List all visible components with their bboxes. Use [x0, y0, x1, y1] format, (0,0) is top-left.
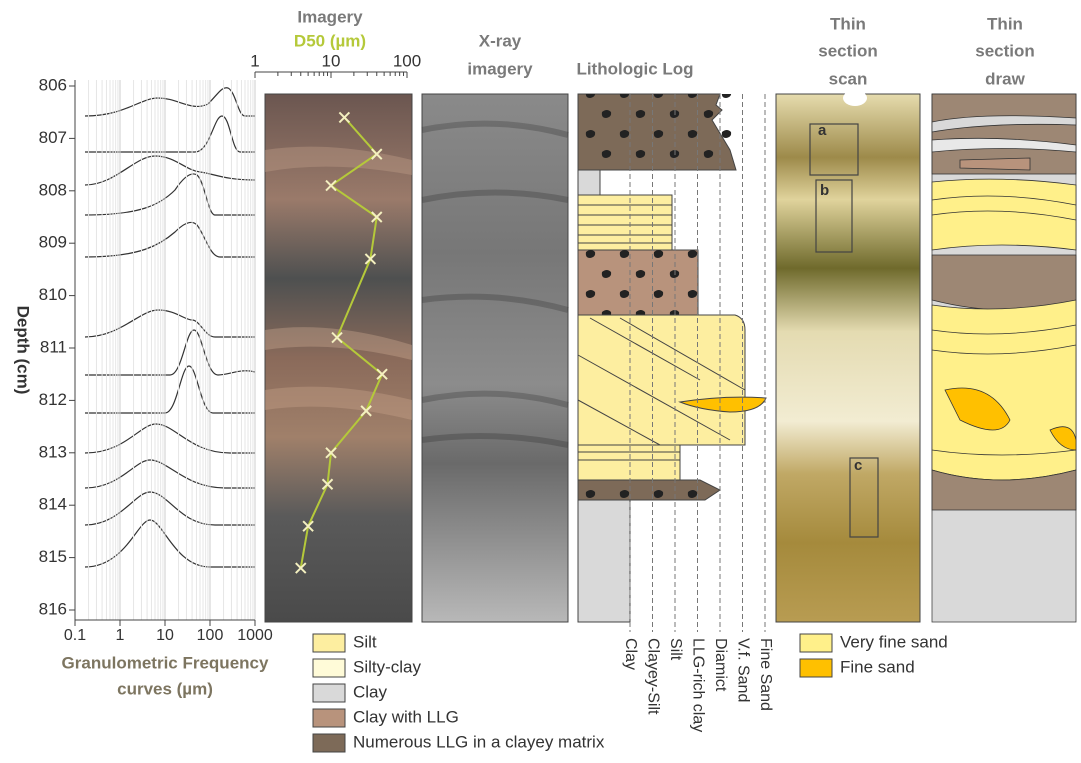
x-tick-label: 1000 — [237, 627, 273, 644]
x-axis-label: curves (µm) — [117, 679, 213, 698]
legend-label: Clay — [353, 682, 388, 701]
legend-label: Fine sand — [840, 657, 915, 676]
legend-swatch — [312, 633, 346, 653]
scan-frame — [849, 457, 879, 538]
x-axis-label: Granulometric Frequency — [62, 653, 269, 672]
legend-swatch — [312, 658, 346, 678]
grain-classes: Clay Clayey-Silt Silt LLG-rich clay Diamict V… — [622, 94, 774, 732]
class-label: Clayey-Silt — [644, 638, 661, 715]
legend-label: Clay with LLG — [353, 707, 459, 726]
d50-marker — [295, 562, 307, 574]
panel-title: section — [818, 41, 878, 60]
x-tick-label: 0.1 — [64, 627, 86, 644]
core-image — [264, 93, 413, 623]
legend-swatch — [799, 633, 833, 653]
x-tick-label: 100 — [393, 51, 421, 70]
d50-marker — [325, 179, 337, 192]
y-tick-label: 806 — [39, 75, 67, 94]
class-label: Clay — [622, 638, 639, 670]
class-label: V.f. Sand — [734, 638, 751, 702]
legend-label: Silt — [353, 632, 377, 651]
panel-title: Thin — [987, 14, 1023, 33]
d50-marker — [371, 211, 383, 223]
xray-image — [421, 93, 569, 623]
d50-marker — [338, 111, 351, 124]
section-label: c — [854, 457, 862, 474]
d50-line — [299, 116, 384, 569]
panel-title: section — [975, 41, 1035, 60]
class-label: Diamict — [712, 638, 729, 692]
x-tick-label: 100 — [197, 627, 224, 644]
xray-texture — [421, 120, 569, 448]
legend-swatch — [312, 733, 346, 753]
section-label: a — [818, 122, 827, 139]
scan-hole — [843, 90, 867, 106]
y-tick-label: 809 — [39, 233, 67, 252]
class-label: Fine Sand — [757, 638, 774, 711]
chart-title: Imagery — [297, 7, 363, 26]
y-tick-label: 815 — [39, 547, 67, 566]
y-tick-label: 807 — [39, 128, 67, 147]
y-axis-label: Depth (cm) — [14, 306, 33, 395]
thin-section-scan — [775, 93, 921, 623]
panel-title: imagery — [467, 59, 533, 78]
panel-title: scan — [829, 69, 868, 88]
d50-marker — [364, 253, 377, 265]
d50-marker — [376, 368, 388, 380]
scan-frame — [809, 123, 859, 176]
y-tick-label: 816 — [39, 599, 67, 618]
d50-marker — [371, 148, 383, 160]
class-label: LLG-rich clay — [689, 638, 706, 732]
panel-title: Lithologic Log — [576, 59, 693, 78]
legend-swatch — [312, 683, 346, 703]
x-tick-label: 1 — [116, 627, 125, 644]
y-tick-label: 814 — [39, 495, 67, 514]
section-label: b — [820, 182, 829, 199]
y-tick-label: 813 — [39, 442, 67, 461]
legend-swatch — [312, 708, 346, 728]
y-tick-label: 808 — [39, 180, 67, 199]
y-tick-label: 811 — [40, 337, 67, 356]
legend-label: Very fine sand — [840, 632, 948, 651]
y-tick-label: 812 — [39, 390, 67, 409]
d50-marker — [325, 447, 337, 459]
panel-title: Thin — [830, 14, 866, 33]
scan-frame — [815, 179, 853, 253]
x-tick-label: 10 — [156, 627, 174, 644]
class-label: Silt — [667, 638, 684, 661]
legend-label: Silty-clay — [353, 657, 422, 676]
legend: Silt Silty-clay Clay Clay with LLG Numerous … — [312, 632, 948, 753]
panel-title: X-ray — [479, 31, 522, 50]
d50-marker — [331, 331, 343, 344]
x-tick-label: 1 — [250, 51, 259, 70]
lithologic-log — [577, 93, 767, 623]
y-tick-label: 810 — [39, 285, 67, 304]
d50-marker — [302, 520, 314, 532]
x-axis-label: D50 (µm) — [294, 31, 366, 50]
d50-marker — [360, 405, 372, 417]
x-tick-label: 10 — [322, 51, 341, 70]
panel-title: draw — [985, 69, 1025, 88]
legend-label: Numerous LLG in a clayey matrix — [353, 732, 605, 751]
thin-section-draw — [931, 93, 1077, 623]
legend-swatch — [799, 658, 833, 678]
d50-marker — [321, 478, 334, 490]
